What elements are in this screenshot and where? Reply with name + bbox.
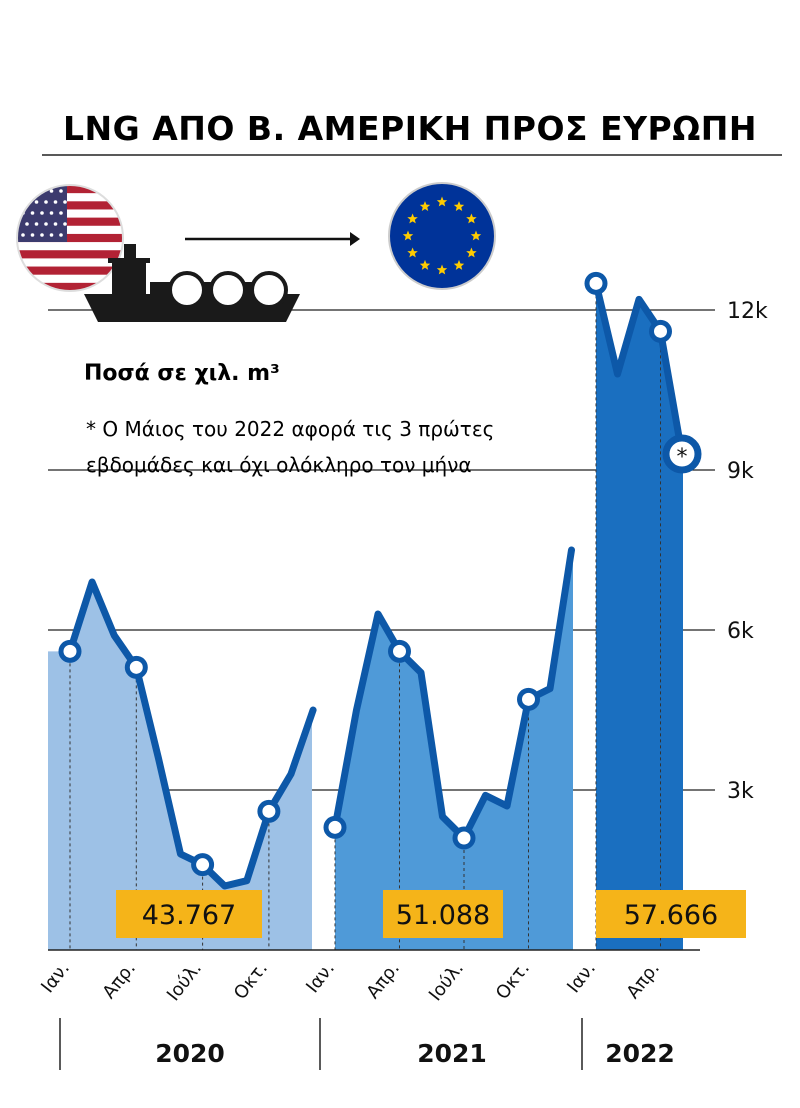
point-marker xyxy=(257,799,281,823)
lng-ship-icon xyxy=(84,244,300,322)
y-tick-label: 3k xyxy=(727,779,754,804)
x-tick-label: Ιαν. xyxy=(37,958,74,997)
us-flag-icon xyxy=(16,184,124,292)
flag-star xyxy=(53,222,58,226)
eu-star xyxy=(470,230,482,241)
total-box xyxy=(383,890,503,938)
year-label: 2021 xyxy=(417,1039,487,1068)
y-tick-label: 9k xyxy=(727,459,754,484)
chart-title: LNG ΑΠΟ Β. ΑΜΕΡΙΚΗ ΠΡΟΣ ΕΥΡΩΠΗ xyxy=(63,109,757,148)
x-tick-label: Ιούλ. xyxy=(163,958,206,1005)
point-marker xyxy=(452,826,476,850)
flag-stripe xyxy=(17,282,123,291)
flag-stripe xyxy=(17,217,123,226)
point-marker xyxy=(58,639,82,663)
point-marker xyxy=(584,271,608,295)
point-marker xyxy=(323,815,347,839)
x-tick-label: Απρ. xyxy=(99,958,140,1003)
eu-star xyxy=(466,247,477,258)
flag-star xyxy=(34,222,39,226)
year-labels: 2020 2021 2022 xyxy=(155,1039,675,1068)
x-axis-labels: Ιαν. Απρ. Ιούλ. Οκτ. Ιαν. Απρ. Ιούλ. Οκτ. Ιαν. Απ… xyxy=(37,958,664,1005)
x-tick-label: Απρ. xyxy=(623,958,664,1003)
total-value: 43.767 xyxy=(142,900,236,931)
eu-star xyxy=(436,196,448,207)
chart-subtitle: Ποσά σε χιλ. m³ xyxy=(84,361,280,386)
flag-star xyxy=(40,233,44,237)
eu-star xyxy=(453,201,465,211)
arrow-icon xyxy=(185,232,360,246)
note-line-1: * Ο Μάιος του 2022 αφορά τις 3 πρώτες xyxy=(86,417,494,441)
flag-star xyxy=(49,211,54,215)
flag-star xyxy=(59,233,63,237)
total-value: 51.088 xyxy=(396,900,490,931)
eu-flag-icon xyxy=(388,182,496,290)
flag-stripe xyxy=(17,233,123,243)
point-marker xyxy=(649,319,672,343)
flag-star xyxy=(44,222,48,226)
eu-star xyxy=(419,259,431,270)
y-tick-label: 6k xyxy=(727,619,754,644)
flag-star xyxy=(63,200,67,204)
flag-star xyxy=(63,222,67,226)
x-tick-label: Ιαν. xyxy=(302,958,339,997)
x-tick-label: Οκτ. xyxy=(492,958,534,1004)
flag-stripe xyxy=(17,201,123,210)
y-axis-ticks: 3k 6k 9k 12k xyxy=(727,299,768,804)
total-box xyxy=(596,890,746,938)
eu-star xyxy=(436,264,448,275)
flag-star xyxy=(59,189,63,193)
eu-star xyxy=(466,213,477,224)
flag-star xyxy=(21,189,25,193)
point-marker xyxy=(388,639,411,663)
year-totals: 43.767 51.088 57.666 xyxy=(116,890,746,938)
eu-star xyxy=(419,201,431,211)
point-marker xyxy=(191,853,215,877)
flag-star xyxy=(34,200,39,204)
x-tick-label: Απρ. xyxy=(363,958,404,1003)
asterisk-label: * xyxy=(677,445,688,470)
flag-stripe xyxy=(17,266,123,275)
x-tick-label: Ιούλ. xyxy=(425,958,468,1005)
eu-star xyxy=(453,259,465,270)
flag-star xyxy=(49,189,54,193)
line-2022 xyxy=(592,279,686,458)
note-line-2: εβδομάδες και όχι ολόκληρο τον μήνα xyxy=(86,453,472,477)
flag-star xyxy=(25,222,29,226)
flag-star xyxy=(21,233,25,237)
flag-star xyxy=(30,211,35,215)
flag-star xyxy=(44,200,48,204)
y-tick-label: 12k xyxy=(727,299,768,324)
flag-stripe xyxy=(17,250,123,259)
eu-star xyxy=(407,247,418,258)
total-value: 57.666 xyxy=(624,900,718,931)
flag-star xyxy=(30,233,35,237)
point-marker xyxy=(517,687,540,711)
year-label: 2022 xyxy=(605,1039,675,1068)
flag-stripe xyxy=(17,185,123,194)
flag-star xyxy=(59,211,63,215)
x-tick-label: Οκτ. xyxy=(230,958,272,1004)
x-tick-label: Ιαν. xyxy=(563,958,600,997)
eu-star xyxy=(407,213,418,224)
point-marker xyxy=(662,434,702,474)
flag-star xyxy=(49,233,54,237)
total-box xyxy=(116,890,262,938)
year-label: 2020 xyxy=(155,1039,225,1068)
flag-star xyxy=(30,189,35,193)
flag-star xyxy=(25,200,29,204)
flag-star xyxy=(40,211,44,215)
data-markers: * xyxy=(58,271,702,877)
eu-star xyxy=(402,230,414,241)
area-2020 xyxy=(48,582,314,950)
area-2022 xyxy=(596,283,683,950)
flag-star xyxy=(53,200,58,204)
point-marker xyxy=(124,655,148,679)
